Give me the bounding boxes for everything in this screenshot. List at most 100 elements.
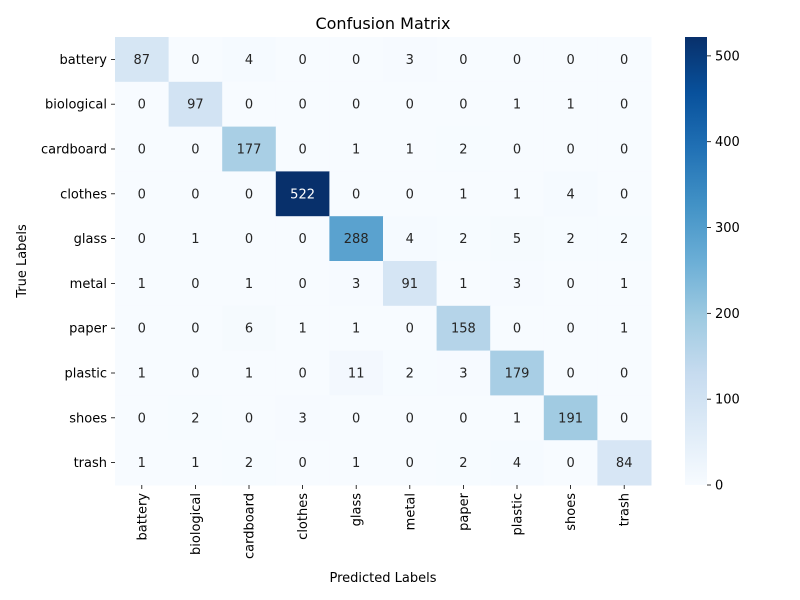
cell-value-label: 1 [352, 143, 360, 158]
cell-value-label: 91 [402, 277, 419, 292]
heatmap-cell [597, 216, 652, 262]
colorbar-tick-label: 200 [715, 307, 740, 322]
cell-value-label: 3 [459, 367, 467, 382]
cell-value-label: 1 [245, 277, 253, 292]
cell-value-label: 2 [620, 232, 628, 247]
cell-value-label: 11 [348, 367, 365, 382]
heatmap-cell [329, 81, 384, 128]
cell-value-label: 0 [406, 456, 414, 471]
y-tick-label: biological [45, 98, 107, 113]
y-axis-label: True Labels [15, 224, 30, 299]
cell-value-label: 4 [513, 456, 521, 471]
y-tick-label: trash [74, 456, 107, 471]
cell-value-label: 0 [566, 367, 574, 382]
cell-value-label: 288 [344, 232, 369, 247]
colorbar-tick-label: 0 [715, 479, 723, 494]
cell-value-label: 0 [513, 53, 521, 68]
cell-value-label: 5 [513, 232, 521, 247]
cell-value-label: 2 [191, 411, 199, 426]
x-tick-label: trash [618, 493, 633, 526]
cell-value-label: 4 [406, 232, 414, 247]
heatmap-cell [543, 171, 598, 217]
cell-value-label: 0 [245, 98, 253, 113]
cell-value-label: 2 [459, 143, 467, 158]
cell-value-label: 0 [566, 277, 574, 292]
cell-value-label: 97 [187, 98, 204, 113]
heatmap-cell [168, 126, 223, 172]
colorbar-tick-label: 100 [715, 393, 740, 408]
y-tick-label: plastic [65, 367, 107, 382]
cell-value-label: 0 [298, 98, 306, 113]
heatmap-cell [329, 395, 384, 441]
heatmap-cell [115, 126, 170, 172]
heatmap-cell [383, 440, 438, 486]
cell-value-label: 0 [566, 53, 574, 68]
heatmap-cell [168, 395, 223, 441]
heatmap-cell [115, 81, 170, 128]
cell-value-label: 0 [459, 53, 467, 68]
heatmap-cell [275, 305, 330, 352]
cell-value-label: 0 [138, 411, 146, 426]
heatmap-cell [115, 171, 170, 217]
heatmap-cell [168, 350, 223, 396]
cell-value-label: 0 [191, 367, 199, 382]
heatmap-cell [329, 261, 384, 307]
heatmap-cell [275, 171, 330, 217]
cell-value-label: 84 [616, 456, 633, 471]
heatmap-cell [597, 171, 652, 217]
heatmap-cell [222, 171, 277, 217]
x-tick-label: plastic [511, 493, 526, 535]
cell-value-label: 0 [459, 98, 467, 113]
y-tick-label: cardboard [41, 143, 107, 158]
x-tick-label: metal [403, 493, 418, 530]
cell-value-label: 0 [352, 98, 360, 113]
cell-value-label: 1 [459, 277, 467, 292]
cell-value-label: 3 [513, 277, 521, 292]
heatmap-cell [329, 126, 384, 172]
cell-value-label: 0 [298, 456, 306, 471]
heatmap-cell [543, 440, 598, 486]
heatmap-cell [490, 440, 545, 486]
cell-value-label: 3 [352, 277, 360, 292]
cell-value-label: 179 [505, 367, 530, 382]
cell-value-label: 0 [620, 187, 628, 202]
cell-value-label: 1 [513, 187, 521, 202]
heatmap-cell [168, 171, 223, 217]
cell-value-label: 0 [566, 143, 574, 158]
heatmap-cell [383, 81, 438, 128]
heatmap-cell [436, 305, 491, 352]
cell-value-label: 0 [406, 411, 414, 426]
y-tick-label: glass [74, 232, 108, 247]
heatmap-cell [490, 305, 545, 352]
heatmap-cell [597, 126, 652, 172]
heatmap-cell [275, 395, 330, 441]
heatmap-cell [222, 350, 277, 396]
cell-value-label: 0 [566, 322, 574, 337]
heatmap-cell [490, 261, 545, 307]
cell-value-label: 0 [191, 143, 199, 158]
cell-value-label: 0 [406, 98, 414, 113]
cell-value-label: 1 [245, 367, 253, 382]
heatmap-cell [275, 81, 330, 128]
cell-value-label: 0 [138, 232, 146, 247]
cell-value-label: 1 [298, 322, 306, 337]
heatmap-cell [490, 395, 545, 441]
heatmap-cell [383, 171, 438, 217]
heatmap-cell [275, 350, 330, 396]
cell-value-label: 0 [620, 53, 628, 68]
cell-value-label: 2 [459, 456, 467, 471]
cell-value-label: 1 [566, 98, 574, 113]
heatmap-cell [222, 126, 277, 172]
cell-value-label: 1 [620, 277, 628, 292]
cell-value-label: 1 [513, 411, 521, 426]
cell-value-label: 2 [406, 367, 414, 382]
heatmap-cell [597, 261, 652, 307]
cell-value-label: 0 [298, 277, 306, 292]
heatmap-cell [222, 305, 277, 352]
heatmap-cell [543, 216, 598, 262]
heatmap-cell [115, 261, 170, 307]
colorbar-tick-label: 500 [715, 49, 740, 64]
heatmap-cell [329, 440, 384, 486]
cell-value-label: 0 [191, 322, 199, 337]
